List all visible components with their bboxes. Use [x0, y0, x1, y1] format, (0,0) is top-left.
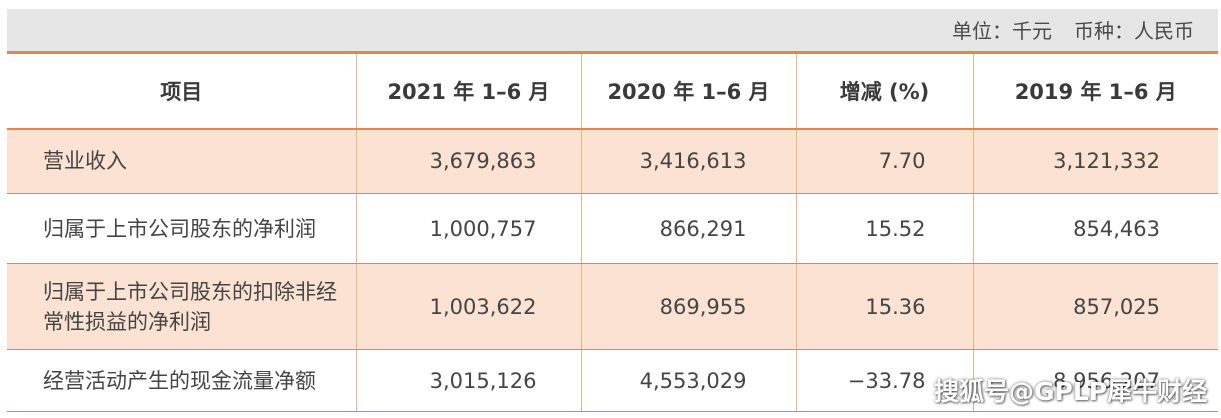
table-row: 营业收入 3,679,863 3,416,613 7.70 3,121,332: [7, 128, 1218, 194]
row-label: 营业收入: [7, 128, 357, 194]
value-change: 7.70: [796, 128, 974, 194]
value-2021: 3,679,863: [356, 128, 582, 194]
value-2021: 3,015,126: [356, 349, 582, 412]
value-2020: 4,553,029: [581, 349, 797, 412]
value-2019: 3,121,332: [973, 128, 1218, 194]
header-2021: 2021 年 1–6 月: [356, 51, 582, 130]
value-2021: 1,003,622: [356, 263, 582, 350]
header-item: 项目: [7, 51, 357, 130]
value-2020: 866,291: [581, 193, 797, 264]
row-label: 归属于上市公司股东的净利润: [7, 193, 357, 264]
header-2019: 2019 年 1–6 月: [973, 51, 1218, 130]
watermark-text: 搜狐号@GPLP犀牛财经: [934, 377, 1208, 406]
value-change: 15.36: [796, 263, 974, 350]
value-2019: 8,956,207: [973, 349, 1218, 412]
value-2020: 3,416,613: [581, 128, 797, 194]
value-change: 15.52: [796, 193, 974, 264]
value-2020: 869,955: [581, 263, 797, 350]
table-row: 归属于上市公司股东的净利润 1,000,757 866,291 15.52 85…: [7, 193, 1218, 264]
row-label: 归属于上市公司股东的扣除非经常性损益的净利润: [7, 263, 357, 350]
value-2019: 857,025: [973, 263, 1218, 350]
table-row: 经营活动产生的现金流量净额 3,015,126 4,553,029 −33.78…: [7, 349, 1218, 412]
value-2019: 854,463: [973, 193, 1218, 264]
table-header-row: 项目 2021 年 1–6 月 2020 年 1–6 月 增减 (%) 2019…: [7, 51, 1218, 130]
header-change: 增减 (%): [796, 51, 974, 130]
row-label: 经营活动产生的现金流量净额: [7, 349, 357, 412]
table-row: 归属于上市公司股东的扣除非经常性损益的净利润 1,003,622 869,955…: [7, 263, 1218, 350]
unit-currency-bar: 单位：千元 币种：人民币: [7, 9, 1218, 51]
financial-summary-table: 项目 2021 年 1–6 月 2020 年 1–6 月 增减 (%) 2019…: [7, 51, 1218, 412]
currency-label: 币种：人民币: [1074, 19, 1194, 43]
value-change: −33.78: [796, 349, 974, 412]
header-2020: 2020 年 1–6 月: [581, 51, 797, 130]
unit-label: 单位：千元: [952, 19, 1052, 43]
value-2021: 1,000,757: [356, 193, 582, 264]
